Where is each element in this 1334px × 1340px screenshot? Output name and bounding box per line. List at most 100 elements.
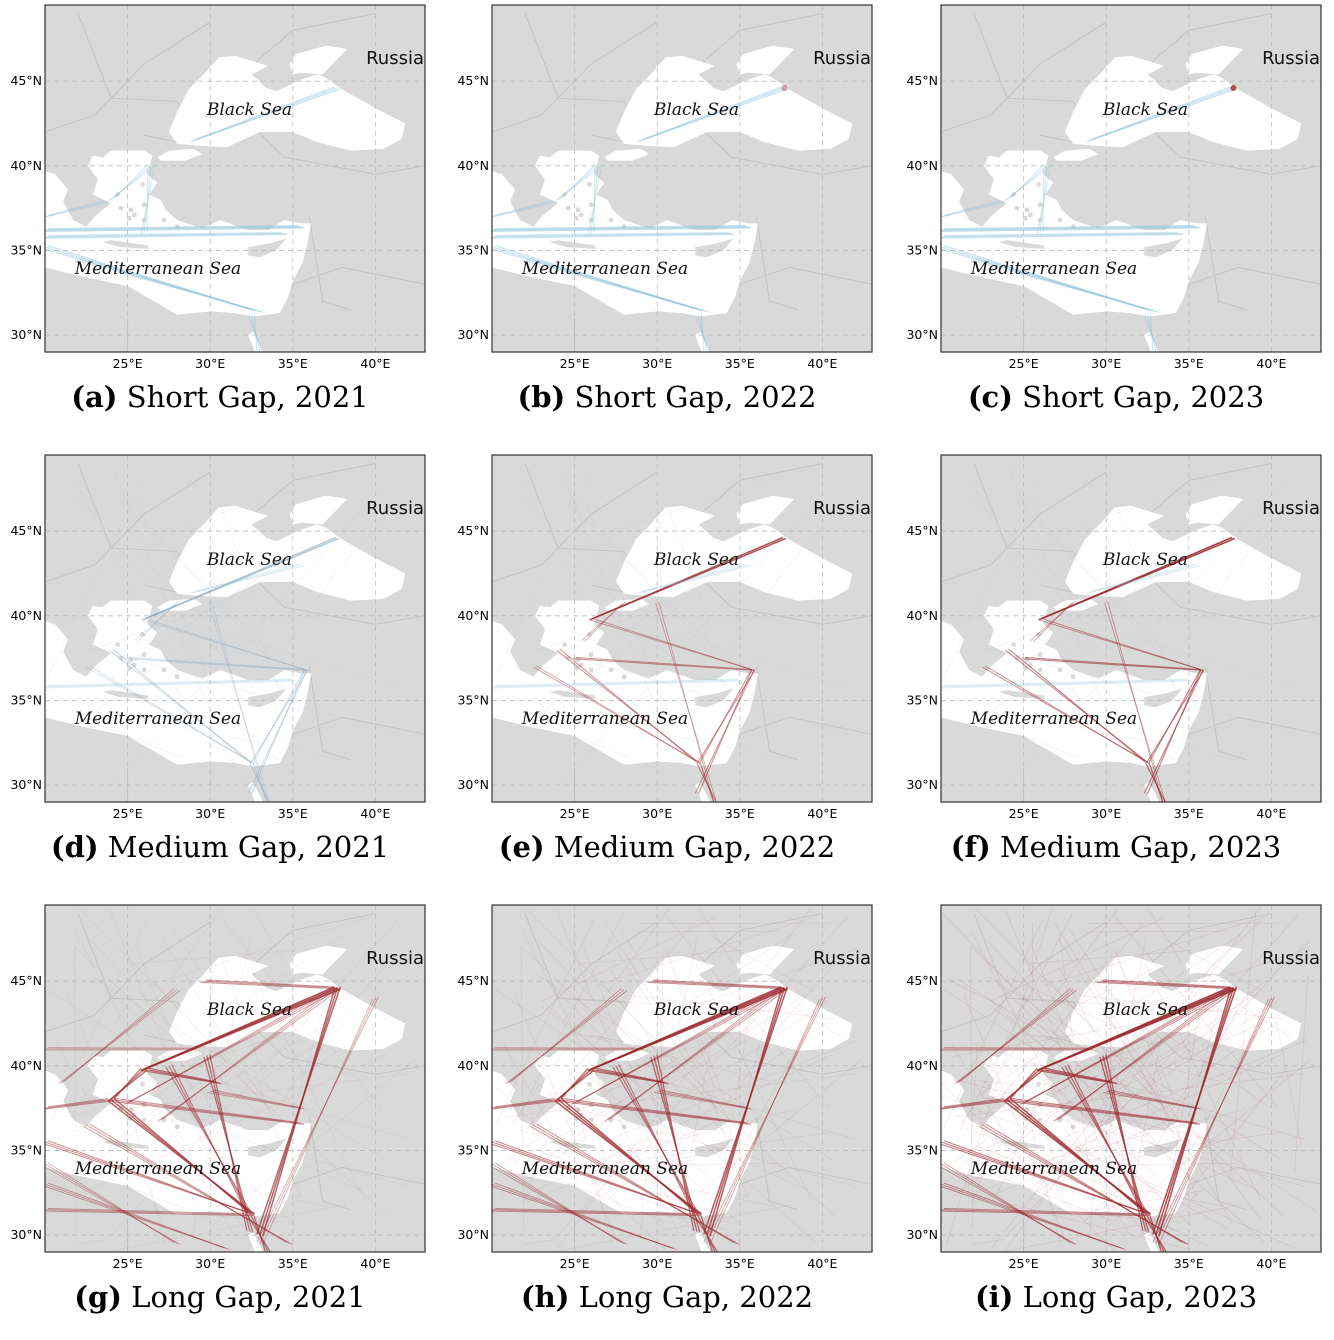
- island: [1015, 206, 1020, 211]
- lon-tick-label: 30°E: [195, 356, 225, 371]
- lat-tick-label: 30°N: [10, 327, 42, 342]
- panel-title: Short Gap, 2023: [1022, 380, 1264, 414]
- lon-tick-label: 30°E: [642, 356, 672, 371]
- lon-tick-label: 40°E: [1256, 806, 1286, 821]
- mediterranean-label: Mediterranean Sea: [970, 709, 1137, 729]
- lat-tick-label: 45°N: [10, 73, 42, 88]
- lat-tick-label: 45°N: [457, 523, 489, 538]
- lon-tick-label: 25°E: [1009, 356, 1039, 371]
- lon-tick-label: 35°E: [725, 806, 755, 821]
- panel-caption: (f) Medium Gap, 2023: [896, 830, 1334, 864]
- lon-tick-label: 40°E: [360, 356, 390, 371]
- black-sea-label: Black Sea: [1102, 550, 1188, 570]
- island: [162, 218, 167, 223]
- panel-letter: (b): [518, 380, 566, 414]
- panel-title: Medium Gap, 2023: [1000, 830, 1281, 864]
- panel-caption: (h) Long Gap, 2022: [447, 1280, 887, 1314]
- lat-tick-label: 45°N: [906, 73, 938, 88]
- lon-tick-label: 30°E: [195, 806, 225, 821]
- island: [579, 213, 584, 218]
- black-sea-label: Black Sea: [1102, 1000, 1188, 1020]
- island: [1048, 641, 1053, 646]
- panel-letter: (d): [51, 830, 99, 864]
- island: [599, 191, 604, 196]
- lon-tick-label: 25°E: [560, 806, 590, 821]
- lat-tick-label: 40°N: [457, 608, 489, 623]
- panel-caption: (b) Short Gap, 2022: [447, 380, 887, 414]
- island: [1011, 642, 1016, 647]
- black-sea-label: Black Sea: [653, 100, 739, 120]
- mediterranean-label: Mediterranean Sea: [74, 709, 241, 729]
- lon-tick-label: 25°E: [1009, 1256, 1039, 1271]
- russia-label: Russia: [813, 948, 871, 969]
- island: [589, 202, 594, 207]
- panel-letter: (i): [975, 1280, 1013, 1314]
- lon-tick-label: 40°E: [360, 1256, 390, 1271]
- island: [1058, 218, 1063, 223]
- lon-tick-label: 25°E: [560, 1256, 590, 1271]
- island: [129, 207, 134, 212]
- mediterranean-label: Mediterranean Sea: [521, 259, 688, 279]
- lon-tick-label: 35°E: [278, 1256, 308, 1271]
- panel-letter: (c): [968, 380, 1013, 414]
- mediterranean-label: Mediterranean Sea: [521, 709, 688, 729]
- russia-label: Russia: [813, 498, 871, 519]
- lat-tick-label: 35°N: [457, 692, 489, 707]
- track-line: [147, 168, 148, 232]
- russia-label: Russia: [366, 48, 424, 69]
- panel-title: Medium Gap, 2021: [108, 830, 389, 864]
- lat-tick-label: 40°N: [906, 608, 938, 623]
- lon-tick-label: 35°E: [1174, 1256, 1204, 1271]
- lon-tick-label: 25°E: [1009, 806, 1039, 821]
- lon-tick-label: 35°E: [725, 356, 755, 371]
- lon-tick-label: 25°E: [560, 356, 590, 371]
- lat-tick-label: 30°N: [906, 777, 938, 792]
- russia-label: Russia: [1262, 498, 1320, 519]
- panel-caption: (i) Long Gap, 2023: [896, 1280, 1334, 1314]
- lat-tick-label: 45°N: [906, 973, 938, 988]
- lat-tick-label: 40°N: [10, 608, 42, 623]
- port-marker: [781, 85, 787, 91]
- island: [142, 202, 147, 207]
- island: [1036, 182, 1041, 187]
- island: [566, 206, 571, 211]
- panel-caption: (e) Medium Gap, 2022: [447, 830, 887, 864]
- island: [599, 641, 604, 646]
- panel-letter: (a): [71, 380, 117, 414]
- panel-title: Long Gap, 2021: [131, 1280, 365, 1314]
- island: [1038, 668, 1043, 673]
- lon-tick-label: 40°E: [807, 806, 837, 821]
- lat-tick-label: 45°N: [10, 973, 42, 988]
- panel-title: Short Gap, 2021: [127, 380, 369, 414]
- track-line: [1043, 168, 1044, 232]
- russia-label: Russia: [366, 498, 424, 519]
- lat-tick-label: 30°N: [457, 327, 489, 342]
- black-sea-label: Black Sea: [206, 1000, 292, 1020]
- island: [587, 182, 592, 187]
- lon-tick-label: 30°E: [1091, 806, 1121, 821]
- lat-tick-label: 35°N: [457, 242, 489, 257]
- island: [119, 206, 124, 211]
- lat-tick-label: 40°N: [10, 158, 42, 173]
- island: [589, 668, 594, 673]
- lat-tick-label: 45°N: [457, 73, 489, 88]
- island: [152, 641, 157, 646]
- lon-tick-label: 30°E: [642, 806, 672, 821]
- lon-tick-label: 25°E: [113, 806, 143, 821]
- lon-tick-label: 40°E: [1256, 1256, 1286, 1271]
- mediterranean-label: Mediterranean Sea: [521, 1159, 688, 1179]
- russia-label: Russia: [366, 948, 424, 969]
- panel-letter: (h): [521, 1280, 570, 1314]
